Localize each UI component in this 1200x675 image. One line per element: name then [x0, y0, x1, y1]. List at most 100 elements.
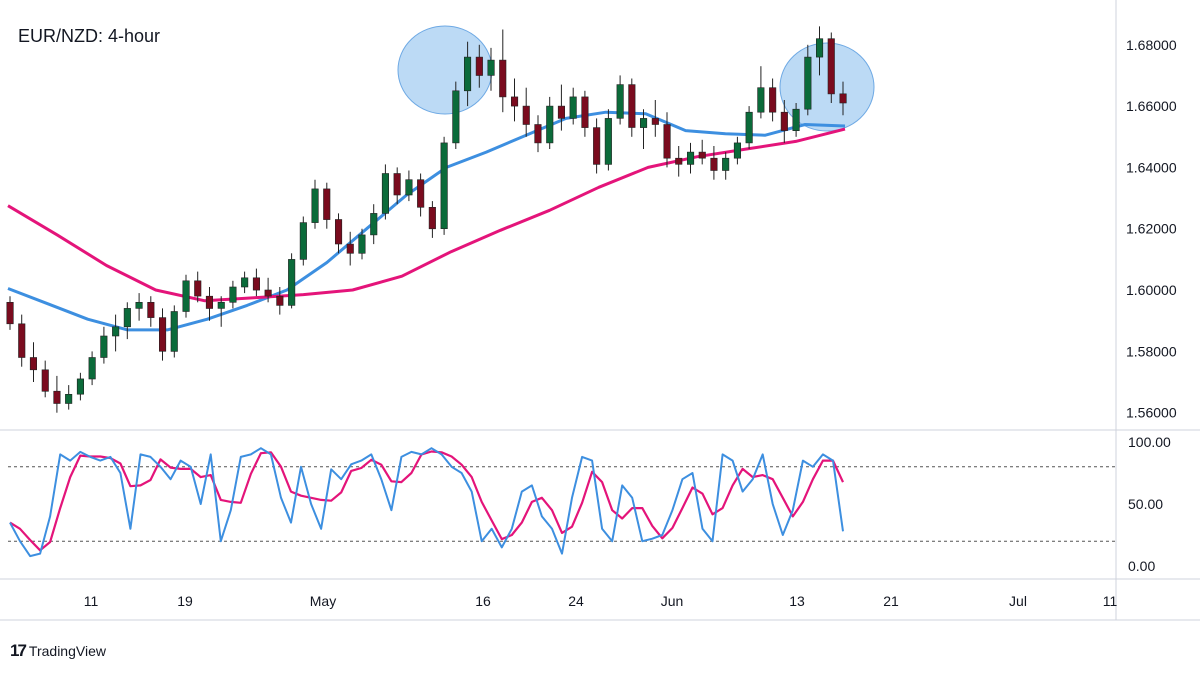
candle-body — [229, 286, 237, 303]
candle[interactable] — [475, 44, 483, 88]
oscillator-main-line — [9, 447, 844, 558]
candle[interactable] — [358, 228, 366, 260]
candle[interactable] — [182, 274, 190, 318]
candle[interactable] — [241, 271, 249, 294]
candle-body — [534, 124, 542, 144]
candle[interactable] — [288, 253, 296, 309]
candle[interactable] — [135, 293, 143, 321]
candle[interactable] — [417, 173, 425, 217]
candle[interactable] — [804, 44, 812, 116]
candle[interactable] — [428, 201, 436, 238]
candle-body — [205, 295, 213, 309]
candle[interactable] — [440, 136, 448, 235]
candle-body — [241, 277, 249, 288]
candle-body — [463, 56, 472, 92]
candle[interactable] — [346, 231, 354, 266]
candle-body — [686, 151, 695, 165]
candle[interactable] — [123, 302, 131, 340]
tradingview-brand[interactable]: 17 TradingView — [10, 641, 106, 661]
candle[interactable] — [76, 372, 84, 401]
candle-body — [76, 378, 84, 395]
price-tick-label: 1.60000 — [1126, 282, 1177, 298]
candle[interactable] — [628, 78, 636, 137]
candle[interactable] — [557, 84, 566, 131]
time-tick-label: Jul — [1009, 593, 1027, 609]
candle[interactable] — [639, 109, 648, 149]
candle[interactable] — [112, 314, 120, 352]
candle[interactable] — [381, 164, 390, 220]
candle[interactable] — [745, 106, 753, 149]
candle-body — [217, 301, 225, 309]
candle[interactable] — [569, 87, 577, 125]
candle[interactable] — [675, 146, 683, 177]
candle[interactable] — [593, 118, 601, 174]
candle[interactable] — [170, 305, 178, 358]
candle[interactable] — [616, 75, 624, 125]
candle[interactable] — [780, 100, 788, 143]
candle[interactable] — [311, 179, 319, 229]
candle[interactable] — [733, 136, 742, 165]
candle[interactable] — [510, 78, 519, 122]
candle[interactable] — [29, 342, 38, 382]
candle[interactable] — [487, 47, 495, 91]
candle-body — [499, 59, 507, 98]
candle[interactable] — [546, 96, 554, 149]
candle[interactable] — [604, 109, 612, 171]
candle-body — [815, 38, 824, 58]
candle[interactable] — [686, 142, 695, 174]
candle[interactable] — [18, 314, 26, 367]
candle[interactable] — [698, 139, 706, 165]
candle[interactable] — [229, 280, 237, 309]
candle-body — [29, 357, 38, 371]
price-tick-label: 1.66000 — [1126, 98, 1177, 114]
candle[interactable] — [323, 182, 331, 229]
candle-body — [88, 357, 96, 380]
candle[interactable] — [41, 360, 49, 398]
candle[interactable] — [463, 41, 472, 107]
candle[interactable] — [792, 103, 800, 137]
candle[interactable] — [88, 351, 96, 386]
candle[interactable] — [205, 287, 213, 321]
candle[interactable] — [499, 29, 507, 113]
candle[interactable] — [452, 81, 460, 149]
candle-body — [569, 96, 577, 119]
candle[interactable] — [100, 326, 108, 364]
candle[interactable] — [159, 308, 167, 361]
candle[interactable] — [194, 271, 202, 303]
candle[interactable] — [264, 277, 272, 303]
candle[interactable] — [663, 112, 671, 168]
candle-body — [440, 142, 448, 229]
candle-body — [780, 111, 788, 131]
candle[interactable] — [722, 152, 730, 180]
candle[interactable] — [581, 90, 589, 137]
candle[interactable] — [710, 146, 718, 180]
candle[interactable] — [393, 167, 401, 205]
candle-body — [417, 179, 425, 208]
candle[interactable] — [839, 81, 847, 116]
candle-body — [100, 335, 108, 358]
candle[interactable] — [522, 87, 530, 137]
candle[interactable] — [651, 100, 659, 137]
candle-body — [757, 87, 765, 113]
candle[interactable] — [252, 268, 260, 297]
candle[interactable] — [769, 78, 777, 122]
candle[interactable] — [370, 204, 378, 245]
candle[interactable] — [334, 213, 343, 254]
candle[interactable] — [65, 385, 73, 410]
candle[interactable] — [53, 375, 61, 413]
candle[interactable] — [815, 26, 824, 76]
candle[interactable] — [757, 66, 765, 119]
candle[interactable] — [299, 216, 307, 266]
candle[interactable] — [827, 32, 835, 104]
candle-body — [370, 213, 378, 236]
time-tick-label: 13 — [789, 593, 805, 609]
candle-body — [41, 369, 49, 392]
oscillator-tick-label: 100.00 — [1128, 434, 1171, 450]
candle[interactable] — [534, 115, 542, 153]
candle[interactable] — [6, 296, 14, 330]
candle[interactable] — [405, 170, 413, 202]
candle[interactable] — [276, 287, 284, 315]
candle[interactable] — [217, 296, 225, 327]
candle[interactable] — [147, 296, 155, 327]
